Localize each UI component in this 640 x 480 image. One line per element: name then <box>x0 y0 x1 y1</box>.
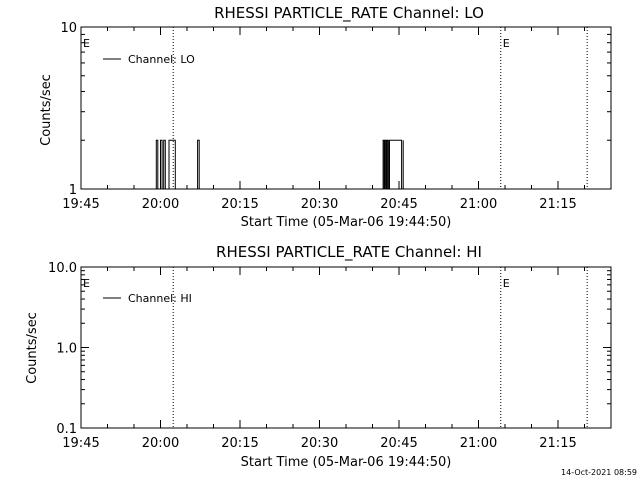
x-tick-label: 19:45 <box>62 197 99 212</box>
y-tick-label: 1.0 <box>56 342 77 357</box>
y-tick-label: 10.0 <box>48 261 77 276</box>
legend-label-lo: Channel: LO <box>128 53 195 66</box>
panel-lo-y-ticks: 1 10 <box>60 21 611 198</box>
x-tick-label: 20:45 <box>380 436 417 451</box>
x-tick-label: 20:00 <box>142 197 179 212</box>
event-marker-label: E <box>83 37 90 50</box>
panel-lo-x-ticks: 19:45 20:00 20:15 20:30 20:45 21:00 21:15 <box>62 27 612 212</box>
panel-hi-title: RHESSI PARTICLE_RATE Channel: HI <box>216 243 482 262</box>
legend-label-hi: Channel: HI <box>128 292 192 305</box>
panel-hi-x-label: Start Time (05-Mar-06 19:44:50) <box>241 455 452 470</box>
series-line-lo <box>155 139 404 190</box>
y-tick-label: 0.1 <box>56 422 77 437</box>
y-tick-label: 10 <box>60 21 77 36</box>
x-tick-label: 21:15 <box>539 197 576 212</box>
x-tick-label: 20:45 <box>380 197 417 212</box>
x-tick-label: 19:45 <box>62 436 99 451</box>
x-tick-label: 20:30 <box>301 197 338 212</box>
panel-lo-x-label: Start Time (05-Mar-06 19:44:50) <box>241 215 452 230</box>
x-tick-label: 20:15 <box>221 436 258 451</box>
panel-hi-y-label: Counts/sec <box>25 312 40 384</box>
event-marker-label: E <box>503 37 510 50</box>
event-marker-label: E <box>83 277 90 290</box>
panel-hi-x-ticks: 19:45 20:00 20:15 20:30 20:45 21:00 21:15 <box>62 267 612 451</box>
x-tick-label: 21:15 <box>539 436 576 451</box>
y-tick-label: 1 <box>69 183 77 198</box>
x-tick-label: 21:00 <box>460 436 497 451</box>
x-tick-label: 21:00 <box>460 197 497 212</box>
panel-hi-legend: Channel: HI <box>103 292 192 305</box>
panel-hi: RHESSI PARTICLE_RATE Channel: HI 0.11.01… <box>25 243 612 470</box>
panel-lo-title: RHESSI PARTICLE_RATE Channel: LO <box>214 4 484 23</box>
event-marker-label: E <box>503 277 510 290</box>
panel-lo-y-label: Counts/sec <box>39 74 54 146</box>
panel-lo: RHESSI PARTICLE_RATE Channel: LO 1 10 19:… <box>39 4 612 230</box>
x-tick-label: 20:30 <box>301 436 338 451</box>
x-tick-label: 20:00 <box>142 436 179 451</box>
x-tick-label: 20:15 <box>221 197 258 212</box>
panel-hi-y-ticks: 0.1 1.0 10.0 <box>48 261 611 437</box>
timestamp-stamp: 14-Oct-2021 08:59 <box>561 468 637 477</box>
panel-lo-legend: Channel: LO <box>103 53 195 66</box>
